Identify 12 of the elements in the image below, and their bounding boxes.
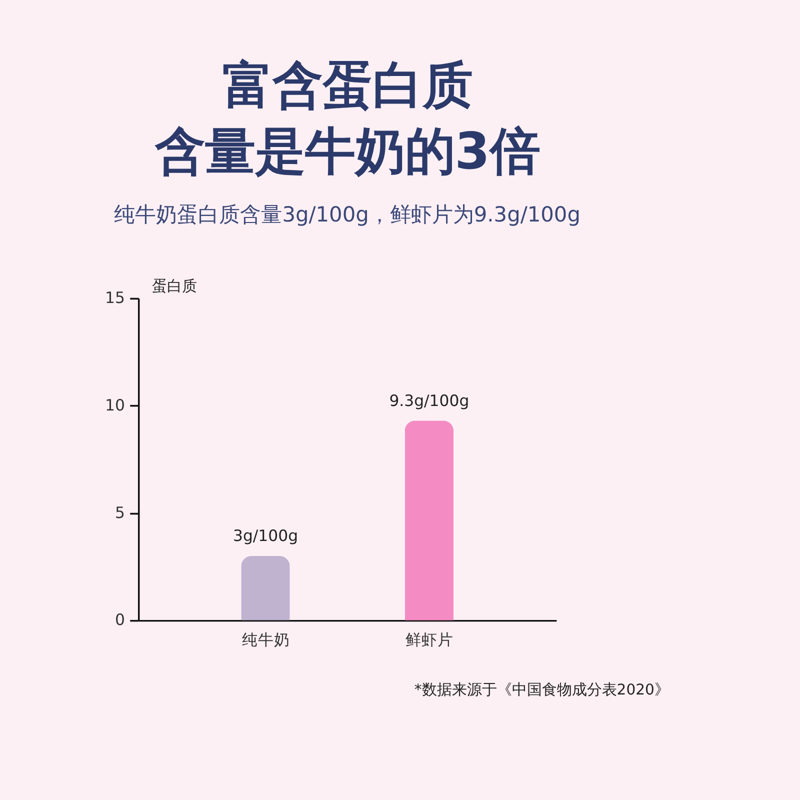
y-tick-label: 10 (104, 395, 125, 414)
x-tick-label: 纯牛奶 (242, 630, 290, 650)
y-tick-label: 0 (114, 610, 125, 630)
y-axis-title: 蛋白质 (152, 278, 197, 295)
x-tick-label: 鲜虾片 (406, 630, 454, 650)
data-label: 3g/100g (233, 526, 298, 546)
y-tick-label: 15 (104, 288, 125, 308)
data-label: 9.3g/100g (389, 390, 470, 410)
text: *数据来源于《中国食物成分表2020》 (414, 681, 670, 698)
chart-title: 富含蛋白质含量是牛奶的3倍 (154, 55, 540, 181)
chart-subtitle: 纯牛奶蛋白质含量3g/100g，鲜虾片为9.3g/100g (114, 202, 580, 227)
y-tick-label: 5 (114, 502, 125, 522)
